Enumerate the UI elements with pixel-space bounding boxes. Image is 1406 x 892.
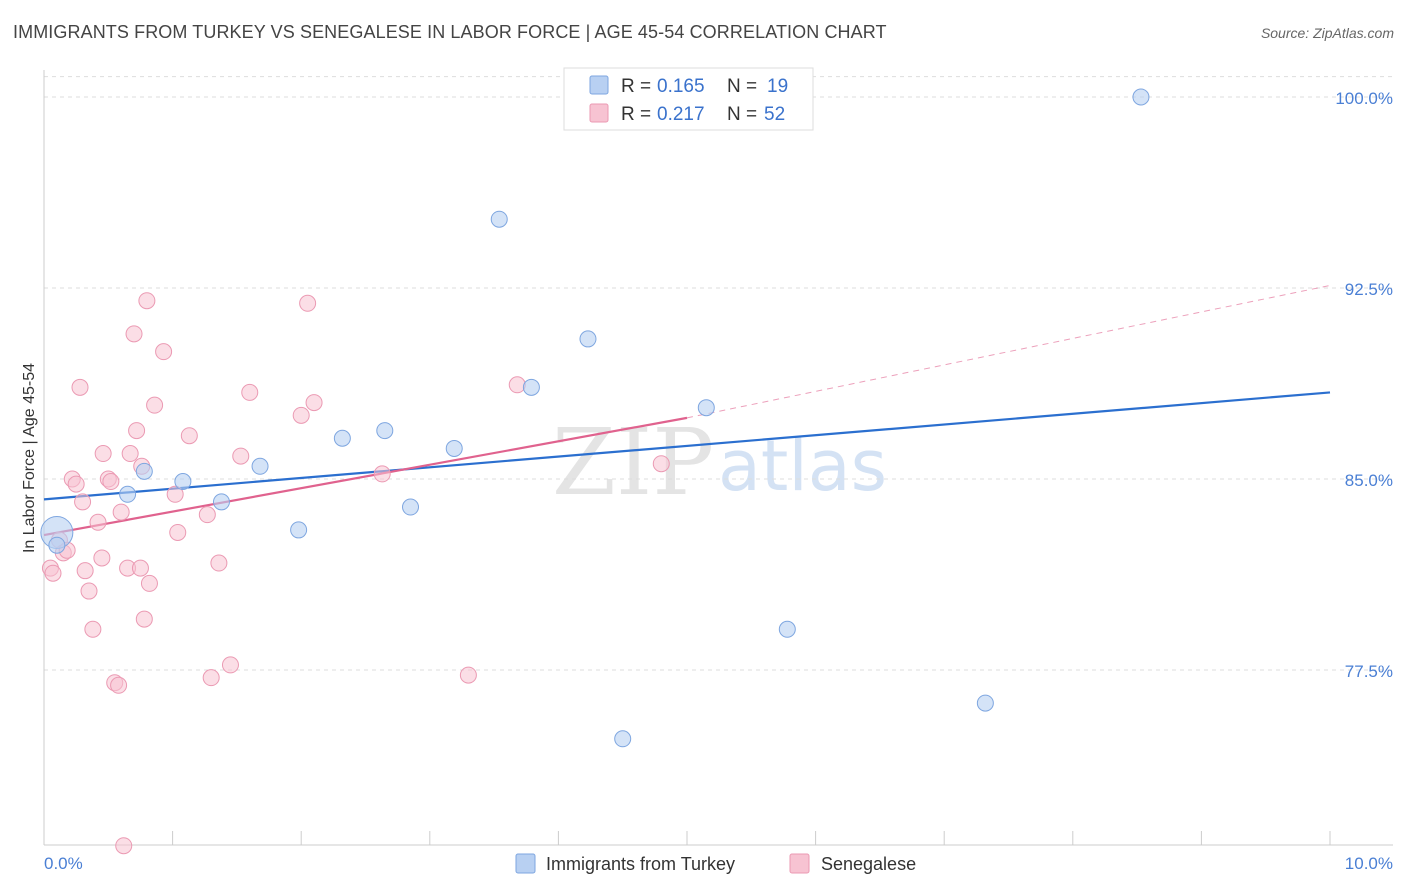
- turkey-point-13: [522, 378, 540, 396]
- trend-lines: [43, 284, 1331, 537]
- watermark-zip: ZIP: [552, 409, 714, 516]
- legend-r-label-pink: R =: [621, 104, 651, 125]
- x-tick-label-min: 0.0%: [44, 854, 83, 873]
- bottom-legend-swatch-senegalese: [789, 853, 810, 874]
- senegalese-point-31: [155, 343, 173, 361]
- turkey-point-18: [976, 694, 994, 712]
- turkey-point-1: [48, 536, 66, 554]
- senegalese-point-46: [508, 376, 526, 394]
- senegalese-point-29: [140, 574, 158, 592]
- senegalese-trend-line: [43, 416, 688, 537]
- senegalese-point-38: [221, 656, 239, 674]
- senegalese-point-23: [125, 325, 143, 343]
- senegalese-point-18: [110, 676, 128, 694]
- turkey-point-17: [778, 620, 796, 638]
- senegalese-point-19: [112, 503, 130, 521]
- turkey-point-9: [376, 422, 394, 440]
- senegalese-points: [41, 292, 670, 855]
- senegalese-point-33: [169, 523, 187, 541]
- legend-r-value-blue: 0.165: [657, 76, 705, 97]
- turkey-points: [40, 88, 1150, 748]
- axes: [43, 70, 1393, 846]
- senegalese-point-14: [94, 445, 112, 463]
- senegalese-point-34: [180, 427, 198, 445]
- legend-r-value-pink: 0.217: [657, 104, 705, 125]
- senegalese-point-22: [121, 445, 139, 463]
- x-tick-label-max: 10.0%: [1345, 854, 1393, 873]
- turkey-point-11: [445, 439, 463, 457]
- legend-n-label-blue: N =: [727, 76, 757, 97]
- series-legend: Immigrants from Turkey Senegalese: [515, 853, 916, 874]
- turkey-point-10: [402, 498, 420, 516]
- senegalese-point-42: [299, 294, 317, 312]
- senegalese-point-6: [67, 475, 85, 493]
- bottom-legend-label-senegalese: Senegalese: [821, 854, 916, 874]
- y-tick-label-1: 85.0%: [1345, 471, 1393, 490]
- y-tick-label-2: 92.5%: [1345, 280, 1393, 299]
- turkey-point-7: [290, 521, 308, 539]
- turkey-point-6: [251, 457, 269, 475]
- turkey-point-4: [174, 473, 192, 491]
- senegalese-point-35: [198, 506, 216, 524]
- senegalese-point-8: [71, 378, 89, 396]
- watermark-atlas: atlas: [718, 425, 887, 507]
- legend-swatch-blue: [589, 75, 609, 95]
- senegalese-point-43: [305, 394, 323, 412]
- chart-title: IMMIGRANTS FROM TURKEY VS SENEGALESE IN …: [13, 22, 887, 42]
- senegalese-point-13: [93, 549, 111, 567]
- bottom-legend-label-turkey: Immigrants from Turkey: [546, 854, 735, 874]
- watermark: ZIP atlas: [552, 409, 887, 516]
- y-tick-label-0: 77.5%: [1345, 662, 1393, 681]
- senegalese-point-11: [84, 620, 102, 638]
- x-ticks: [43, 831, 1331, 845]
- senegalese-point-20: [115, 837, 133, 855]
- grid-lines: [44, 76, 1393, 671]
- senegalese-point-37: [210, 554, 228, 572]
- y-tick-label-3: 100.0%: [1335, 89, 1393, 108]
- senegalese-point-24: [128, 422, 146, 440]
- senegalese-point-41: [292, 406, 310, 424]
- legend-n-value-blue: 19: [767, 76, 788, 97]
- senegalese-point-10: [80, 582, 98, 600]
- senegalese-point-25: [131, 559, 149, 577]
- turkey-trend-line: [43, 391, 1331, 501]
- senegalese-point-44: [373, 465, 391, 483]
- source-label: Source: ZipAtlas.com: [1260, 25, 1394, 41]
- senegalese-point-30: [146, 396, 164, 414]
- senegalese-point-36: [202, 669, 220, 687]
- senegalese-trend-extension: [686, 284, 1331, 419]
- senegalese-point-40: [241, 383, 259, 401]
- senegalese-point-12: [89, 513, 107, 531]
- turkey-point-3: [135, 462, 153, 480]
- y-axis-label: In Labor Force | Age 45-54: [21, 363, 38, 553]
- senegalese-point-16: [102, 473, 120, 491]
- stats-legend: R = 0.165 N = 19 R = 0.217 N = 52: [563, 67, 814, 131]
- senegalese-point-28: [138, 292, 156, 310]
- y-tick-labels: 77.5% 85.0% 92.5% 100.0%: [1335, 89, 1393, 681]
- senegalese-point-7: [74, 493, 92, 511]
- legend-n-value-pink: 52: [764, 104, 785, 125]
- senegalese-point-1: [44, 564, 62, 582]
- senegalese-point-39: [232, 447, 250, 465]
- turkey-point-14: [579, 330, 597, 348]
- senegalese-point-32: [166, 485, 184, 503]
- senegalese-point-27: [135, 610, 153, 628]
- senegalese-point-47: [652, 455, 670, 473]
- legend-n-label-pink: N =: [727, 104, 757, 125]
- turkey-point-2: [119, 485, 137, 503]
- turkey-point-5: [212, 493, 230, 511]
- turkey-point-16: [697, 399, 715, 417]
- turkey-point-19: [1132, 88, 1150, 106]
- turkey-point-12: [490, 210, 508, 228]
- legend-r-label-blue: R =: [621, 76, 651, 97]
- turkey-point-8: [333, 429, 351, 447]
- bottom-legend-swatch-turkey: [515, 853, 536, 874]
- turkey-point-15: [614, 730, 632, 748]
- senegalese-point-9: [76, 562, 94, 580]
- legend-swatch-pink: [589, 103, 609, 123]
- senegalese-point-45: [459, 666, 477, 684]
